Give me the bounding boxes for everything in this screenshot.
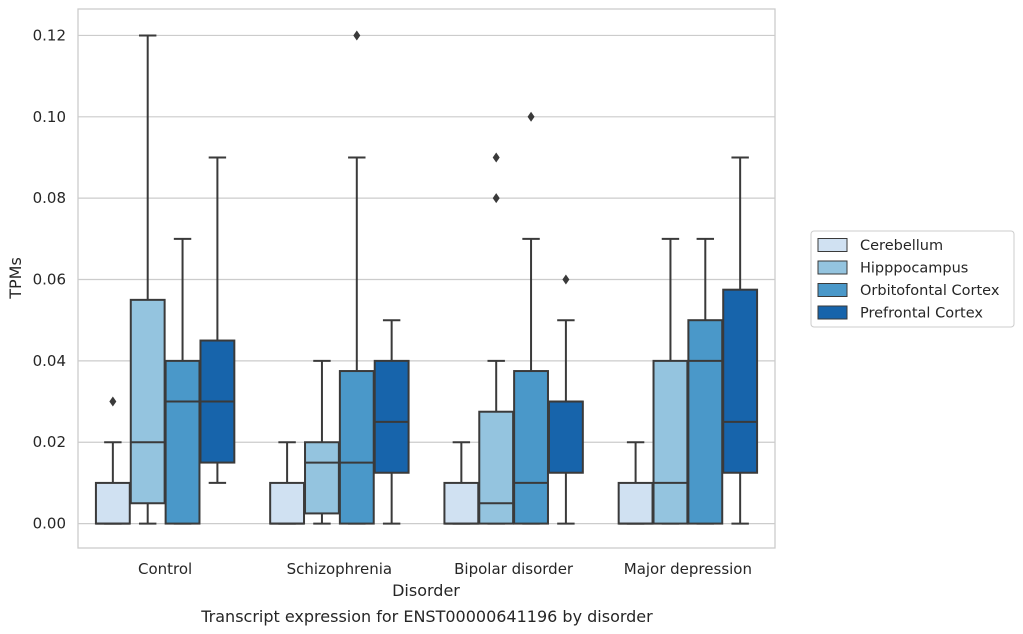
box-body [269,481,306,525]
y-tick-label: 0.02 [33,433,66,451]
y-tick-label: 0.04 [33,352,66,370]
box-orbitofontal-cortex [338,30,375,525]
y-tick-label: 0.06 [33,271,66,289]
legend-swatch [817,283,848,297]
box-groups [94,30,759,525]
box-hipppocampus [304,359,340,525]
plot-frame [77,8,776,549]
box-cerebellum [94,396,131,525]
box-body [373,359,410,474]
y-tick-labels: 0.00 0.02 0.04 0.06 0.08 0.10 0.12 [33,26,66,532]
outlier-point [109,396,117,407]
box-body [652,359,689,525]
legend-swatch [817,260,848,275]
legend-label: Orbitofontal Cortex [860,283,1000,299]
box-body [547,400,584,474]
box-body [513,370,549,525]
outlier-point [492,152,500,163]
x-tick-label: Schizophrenia [287,560,392,578]
box-body [443,481,480,525]
box-prefrontal-cortex [373,319,410,525]
legend: Cerebellum Hipppocampus Orbitofontal Corte… [810,230,1015,328]
box-hipppocampus [478,152,515,525]
x-tick-label: Control [138,560,192,578]
legend-label: Hipppocampus [860,261,968,277]
box-body [687,319,724,525]
box-body [304,441,340,515]
box-prefrontal-cortex [722,156,759,525]
box-cerebellum [617,441,654,525]
box-prefrontal-cortex [199,156,236,484]
outlier-point [562,274,570,285]
x-axis-label: Disorder [392,581,460,600]
box-hipppocampus [652,237,689,525]
y-tick-label: 0.00 [33,515,66,533]
legend-swatch [817,238,848,252]
box-orbitofontal-cortex [687,237,724,525]
y-tick-label: 0.10 [33,108,66,126]
box-orbitofontal-cortex [164,237,201,525]
chart-caption: Transcript expression for ENST0000064119… [200,607,653,626]
box-body [617,481,654,525]
legend-label: Prefrontal Cortex [860,306,983,322]
box-orbitofontal-cortex [513,111,549,525]
box-hipppocampus [129,34,166,525]
box-body [338,370,375,525]
x-tick-label: Major depression [624,560,752,578]
box-body [478,410,515,525]
box-body [94,481,131,525]
y-tick-label: 0.08 [33,189,66,207]
legend-swatch [817,305,848,320]
outlier-point [492,193,500,204]
outlier-point [527,111,535,122]
x-tick-labels: Control Schizophrenia Bipolar disorder Majo… [138,560,752,578]
legend-frame [810,230,1015,328]
legend-label: Cerebellum [860,238,943,254]
y-axis-label: TPMs [6,257,25,300]
outlier-point [353,30,361,41]
box-prefrontal-cortex [547,274,584,525]
y-tick-label: 0.12 [33,26,66,44]
box-body [129,298,166,505]
box-body [722,288,759,474]
box-body [164,359,201,525]
x-tick-label: Bipolar disorder [454,560,574,578]
